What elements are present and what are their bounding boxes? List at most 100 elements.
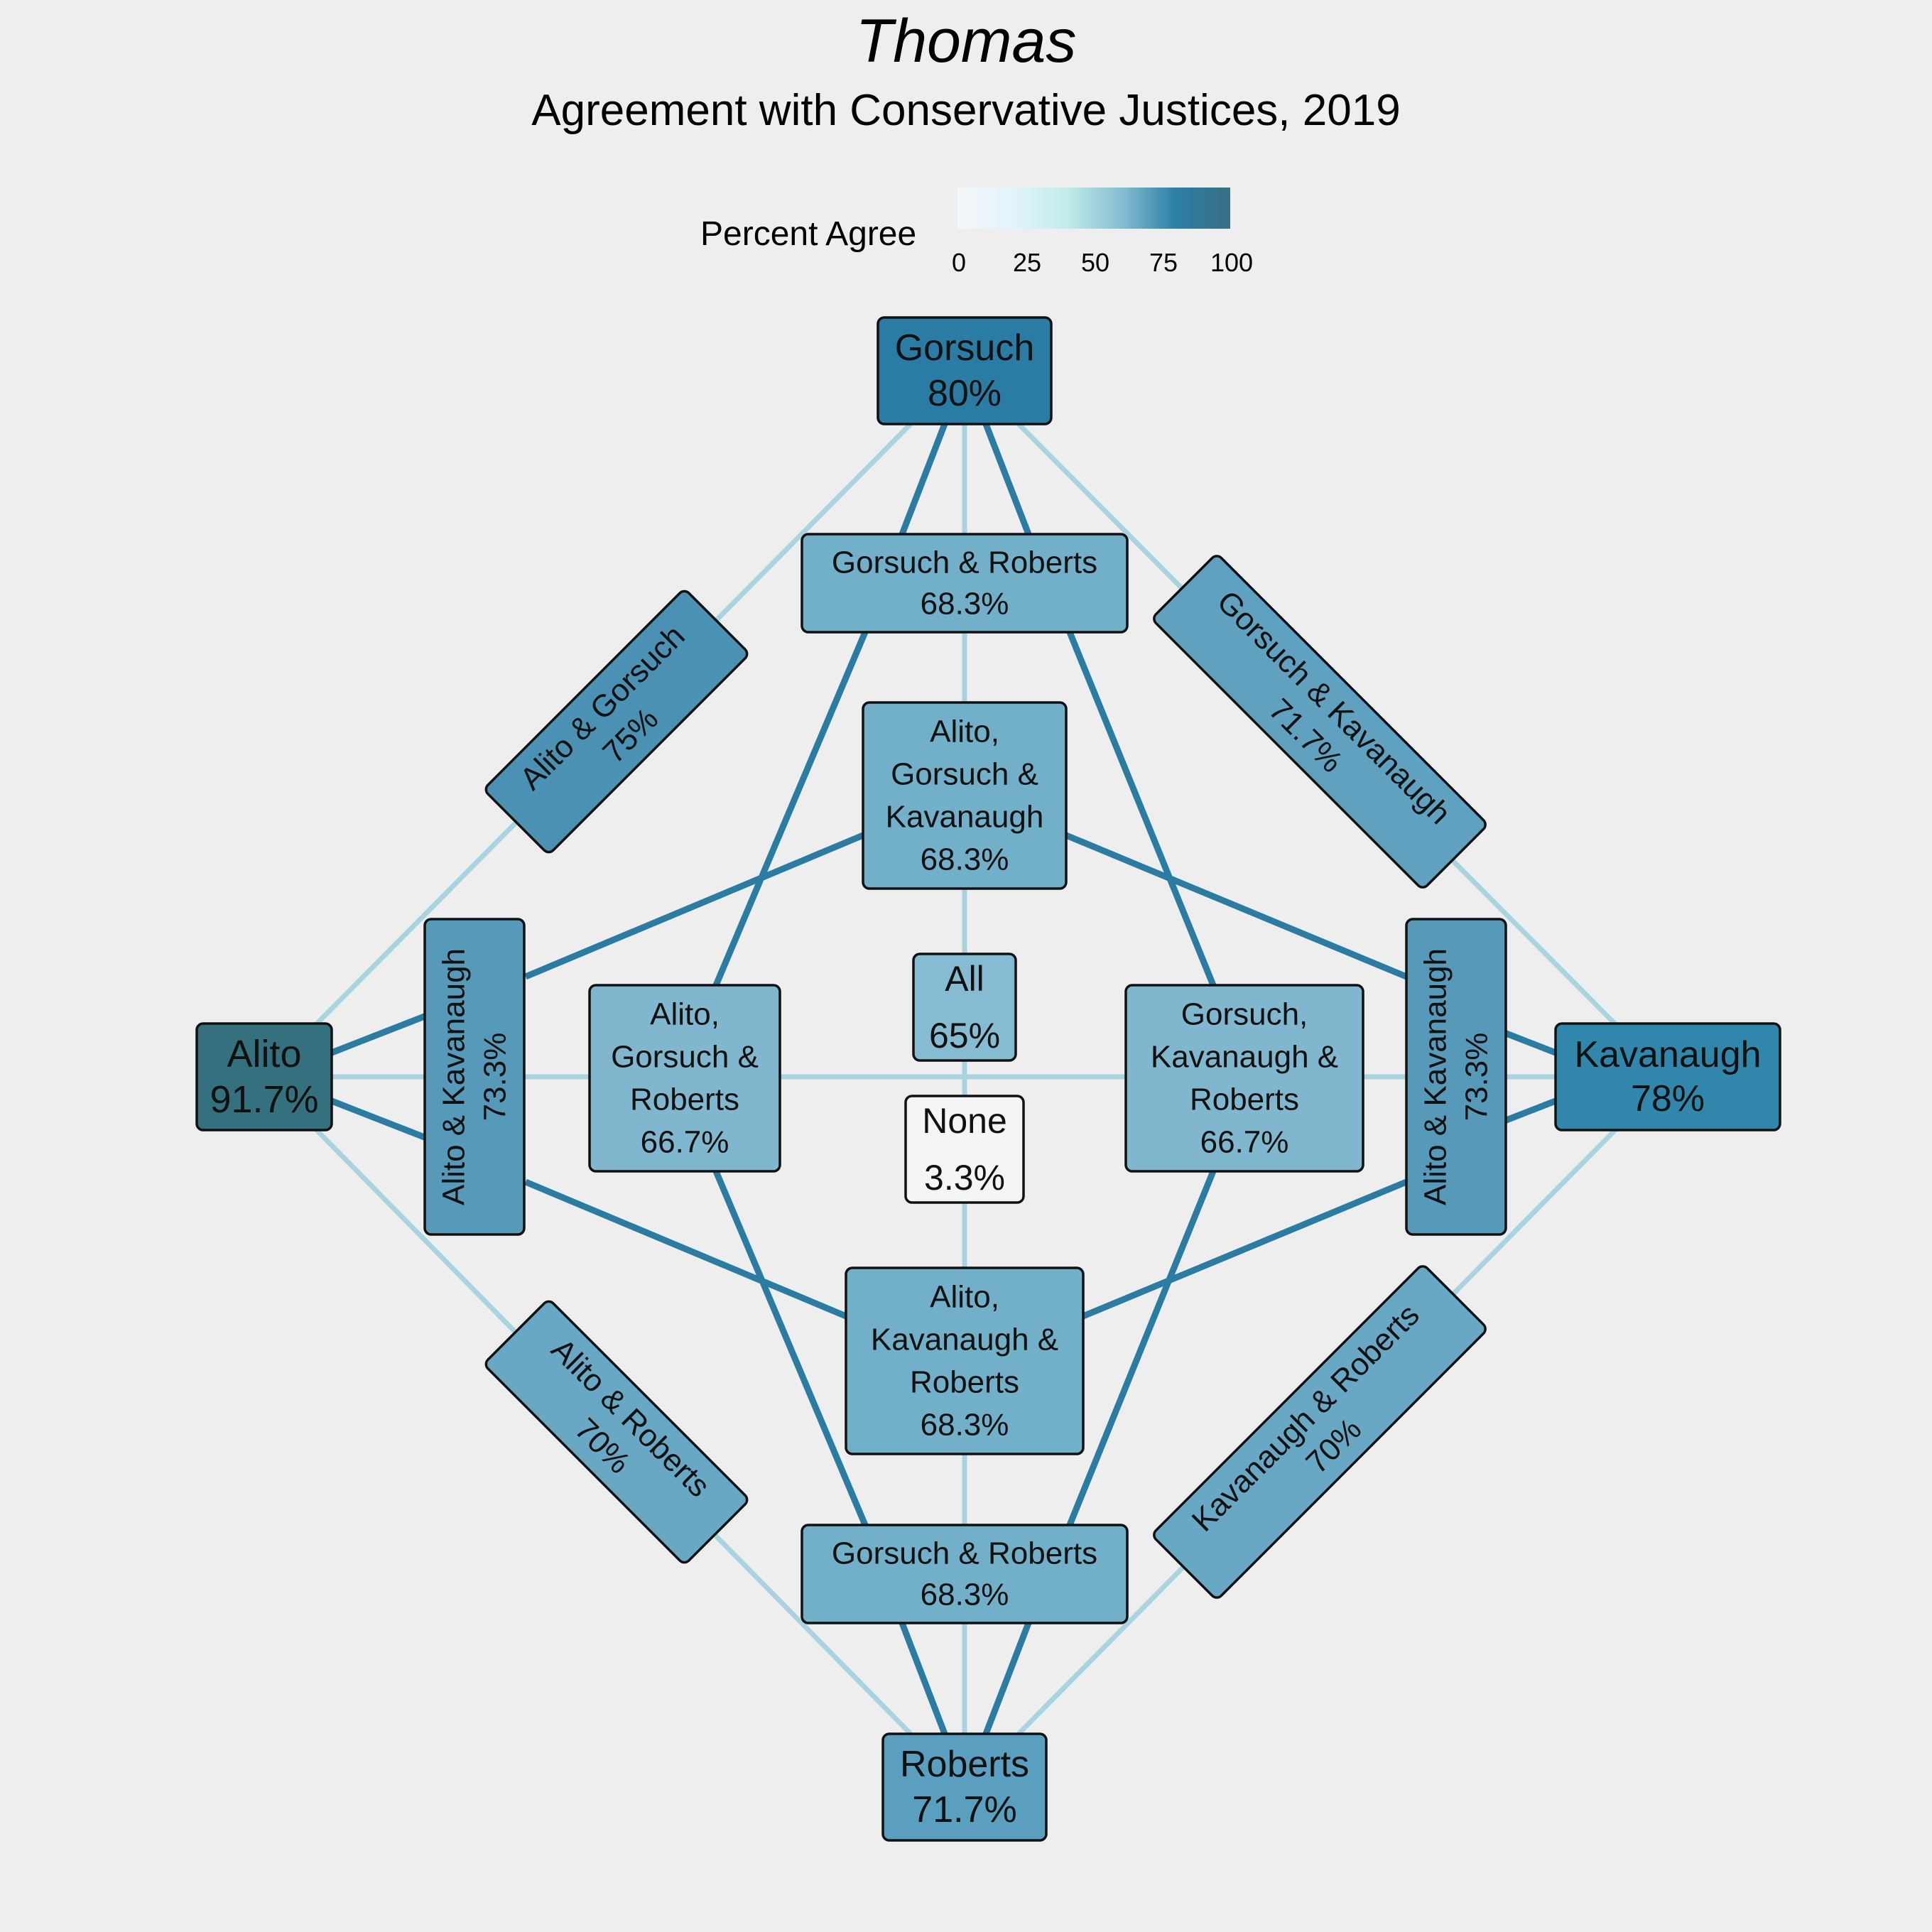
legend-tick-label: 0	[951, 248, 967, 277]
strong-edge	[1066, 1170, 1217, 1526]
node-label: 80%	[928, 373, 1002, 414]
node-box	[1405, 918, 1507, 1236]
strong-edge	[712, 631, 869, 987]
node-gorsuch-roberts-top: Gorsuch & Roberts 68.3%	[801, 533, 1129, 634]
node-alito-kavanaugh-left: Alito & Kavanaugh 73.3%	[423, 918, 526, 1236]
strong-edge	[330, 1097, 428, 1141]
node-label: 66.7%	[1200, 1125, 1289, 1160]
strong-edge	[982, 1622, 1032, 1735]
strong-edge	[1065, 832, 1408, 980]
node-label: 68.3%	[921, 1578, 1009, 1612]
node-label: Kavanaugh &	[1151, 1040, 1338, 1075]
node-label: 3.3%	[924, 1158, 1005, 1198]
legend-tick-label: 50	[1080, 248, 1110, 277]
node-none: None 3.3%	[904, 1095, 1025, 1204]
node-gorsuch-kavanaugh-roberts: Gorsuch, Kavanaugh & Roberts 66.7%	[1124, 984, 1364, 1173]
node-layer: Gorsuch80%Alito91.7%Kavanaugh78%Roberts7…	[195, 316, 1781, 1842]
legend-tick-label: 100	[1210, 248, 1254, 277]
strong-edge	[899, 1622, 948, 1735]
node-label: 68.3%	[921, 1408, 1009, 1443]
node-label: 71.7%	[912, 1789, 1016, 1830]
node-label: Kavanaugh &	[871, 1323, 1058, 1357]
node-box	[912, 953, 1017, 1062]
node-gorsuch-roberts-bottom: Gorsuch & Roberts 68.3%	[801, 1524, 1129, 1624]
node-box	[877, 316, 1053, 425]
strong-edge	[982, 423, 1032, 536]
node-label: All	[945, 959, 984, 999]
node-label: 68.3%	[921, 587, 1009, 622]
node-box	[904, 1095, 1025, 1204]
strong-edge	[1503, 1029, 1557, 1056]
chart-title: Thomas	[855, 7, 1077, 75]
node-box	[1153, 1265, 1487, 1599]
node-box	[1124, 984, 1364, 1173]
node-label: Roberts	[910, 1365, 1019, 1400]
node-label: Gorsuch & Roberts	[832, 1536, 1097, 1571]
node-box	[862, 701, 1068, 890]
node-label: Gorsuch	[895, 327, 1035, 369]
node-label: 73.3%	[1460, 1033, 1494, 1122]
strong-edge	[1066, 631, 1217, 987]
node-label: None	[922, 1101, 1007, 1141]
node-box	[845, 1266, 1085, 1455]
node-label: 78%	[1631, 1078, 1705, 1119]
node-label: Alito,	[930, 715, 999, 749]
node-box	[881, 1732, 1048, 1842]
node-box	[801, 533, 1129, 634]
strong-edge	[1082, 1178, 1408, 1320]
node-box	[1153, 555, 1487, 889]
node-box	[588, 984, 781, 1173]
strong-edge	[1503, 1097, 1557, 1124]
node-label: Kavanaugh	[1574, 1034, 1761, 1075]
edge-layer	[262, 422, 1670, 1736]
node-label: Gorsuch &	[891, 757, 1038, 792]
node-all: All 65%	[912, 953, 1017, 1062]
node-label: Alito & Kavanaugh	[437, 948, 472, 1205]
node-label: Kavanaugh	[886, 800, 1044, 835]
node-label: Alito & Kavanaugh	[1418, 948, 1453, 1205]
strong-edge	[524, 1178, 847, 1320]
node-label: 65%	[929, 1016, 1000, 1055]
node-box	[1554, 1022, 1781, 1131]
legend-tick-label: 25	[1012, 248, 1042, 277]
node-box	[423, 918, 526, 1236]
node-box	[801, 1524, 1129, 1624]
strong-edge	[712, 1170, 869, 1526]
node-alito-kavanaugh-right: Alito & Kavanaugh 73.3%	[1405, 918, 1507, 1236]
chart-subtitle: Agreement with Conservative Justices, 20…	[531, 86, 1401, 135]
strong-edge	[524, 832, 864, 980]
node-label: Alito	[227, 1033, 301, 1075]
node-box	[484, 1300, 749, 1564]
strong-edge	[899, 423, 948, 536]
node-label: 68.3%	[921, 842, 1009, 877]
node-label: 66.7%	[641, 1125, 729, 1160]
node-label: 73.3%	[478, 1033, 513, 1122]
node-label: Alito,	[650, 997, 720, 1032]
node-label: Gorsuch &	[611, 1040, 759, 1075]
node-box	[195, 1022, 333, 1131]
node-box	[484, 590, 749, 854]
legend-title: Percent Agree	[700, 215, 917, 253]
node-label: Gorsuch,	[1181, 997, 1308, 1032]
node-alito-gorsuch-roberts: Alito, Gorsuch & Roberts 66.7%	[588, 984, 781, 1173]
legend-color-bar	[957, 188, 1230, 229]
node-label: Gorsuch & Roberts	[832, 546, 1097, 580]
node-label: Roberts	[630, 1082, 739, 1117]
node-label: Roberts	[1190, 1082, 1299, 1117]
legend-tick-label: 75	[1149, 248, 1178, 277]
node-label: Alito,	[930, 1280, 999, 1315]
strong-edge	[330, 1012, 428, 1056]
node-alito-kavanaugh-roberts: Alito, Kavanaugh & Roberts 68.3%	[845, 1266, 1085, 1455]
node-label: 91.7%	[210, 1078, 318, 1121]
node-label: Roberts	[900, 1744, 1029, 1785]
node-alito-gorsuch-kavanaugh: Alito, Gorsuch & Kavanaugh 68.3%	[862, 701, 1068, 890]
